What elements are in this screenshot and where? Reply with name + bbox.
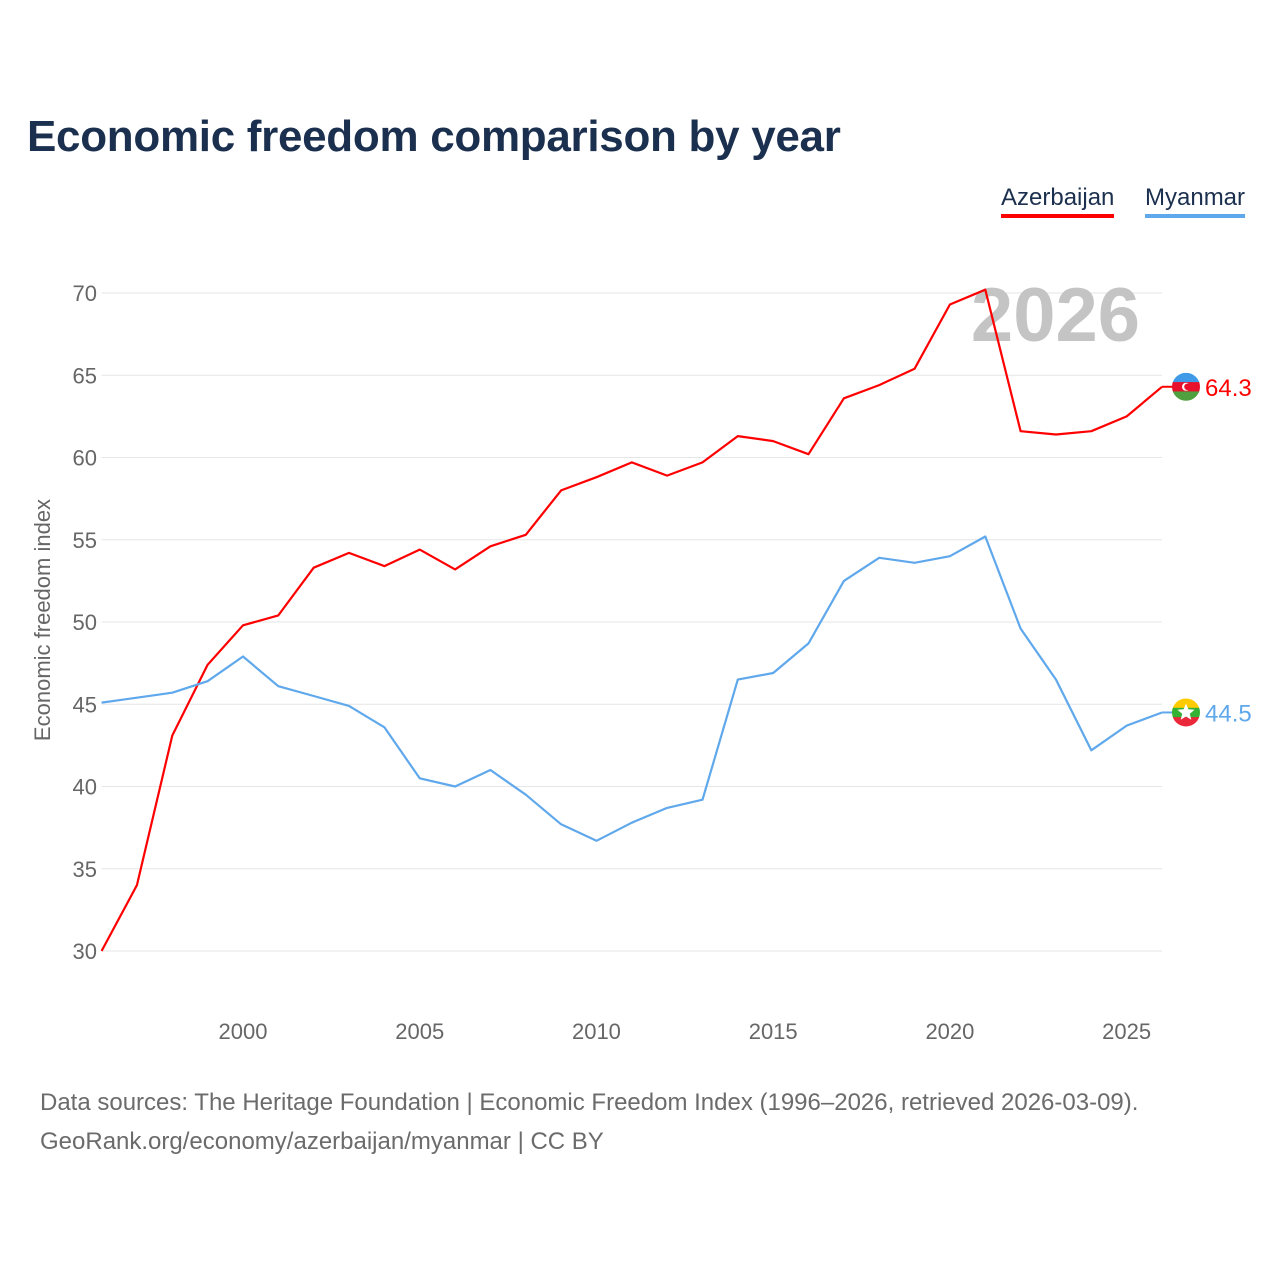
y-tick-label: 60 [73, 446, 97, 471]
chart-title: Economic freedom comparison by year [27, 112, 841, 161]
flag-band [1172, 698, 1200, 709]
flag-star [1177, 703, 1195, 720]
flag-band [1172, 372, 1200, 383]
y-tick-label: 30 [73, 939, 97, 964]
legend-item-azerbaijan[interactable]: Azerbaijan [1001, 184, 1115, 218]
y-tick-label: 45 [73, 692, 97, 717]
series-line-azerbaijan [100, 288, 1163, 952]
source-link[interactable]: GeoRank.org/economy/azerbaijan/myanmar |… [40, 1128, 604, 1155]
flag-crescent-cut [1184, 383, 1191, 391]
x-tick-label: 2020 [925, 1019, 974, 1044]
y-axis-label: Economic freedom index [30, 499, 55, 741]
flag-band [1172, 717, 1200, 727]
x-tick-label: 2025 [1102, 1019, 1151, 1044]
legend-item-myanmar[interactable]: Myanmar [1145, 184, 1246, 218]
year-watermark: 2026 [971, 273, 1140, 358]
data-sources: Data sources: The Heritage Foundation | … [40, 1089, 1139, 1116]
y-tick-label: 55 [73, 528, 97, 553]
x-tick-label: 2005 [395, 1019, 444, 1044]
y-tick-label: 50 [73, 610, 97, 635]
x-tick-label: 2010 [572, 1019, 621, 1044]
y-tick-label: 40 [73, 775, 97, 800]
myanmar-flag-icon [1172, 698, 1200, 727]
x-tick-label: 2015 [749, 1019, 798, 1044]
flag-band [1172, 391, 1200, 401]
x-tick-label: 2000 [219, 1019, 268, 1044]
y-tick-label: 70 [73, 281, 97, 306]
end-value-label: 44.5 [1205, 700, 1252, 727]
y-tick-label: 65 [73, 363, 97, 388]
y-tick-label: 35 [73, 857, 97, 882]
series-line-myanmar [101, 535, 1163, 842]
end-value-label: 64.3 [1205, 375, 1252, 402]
azerbaijan-flag-icon [1172, 372, 1200, 401]
